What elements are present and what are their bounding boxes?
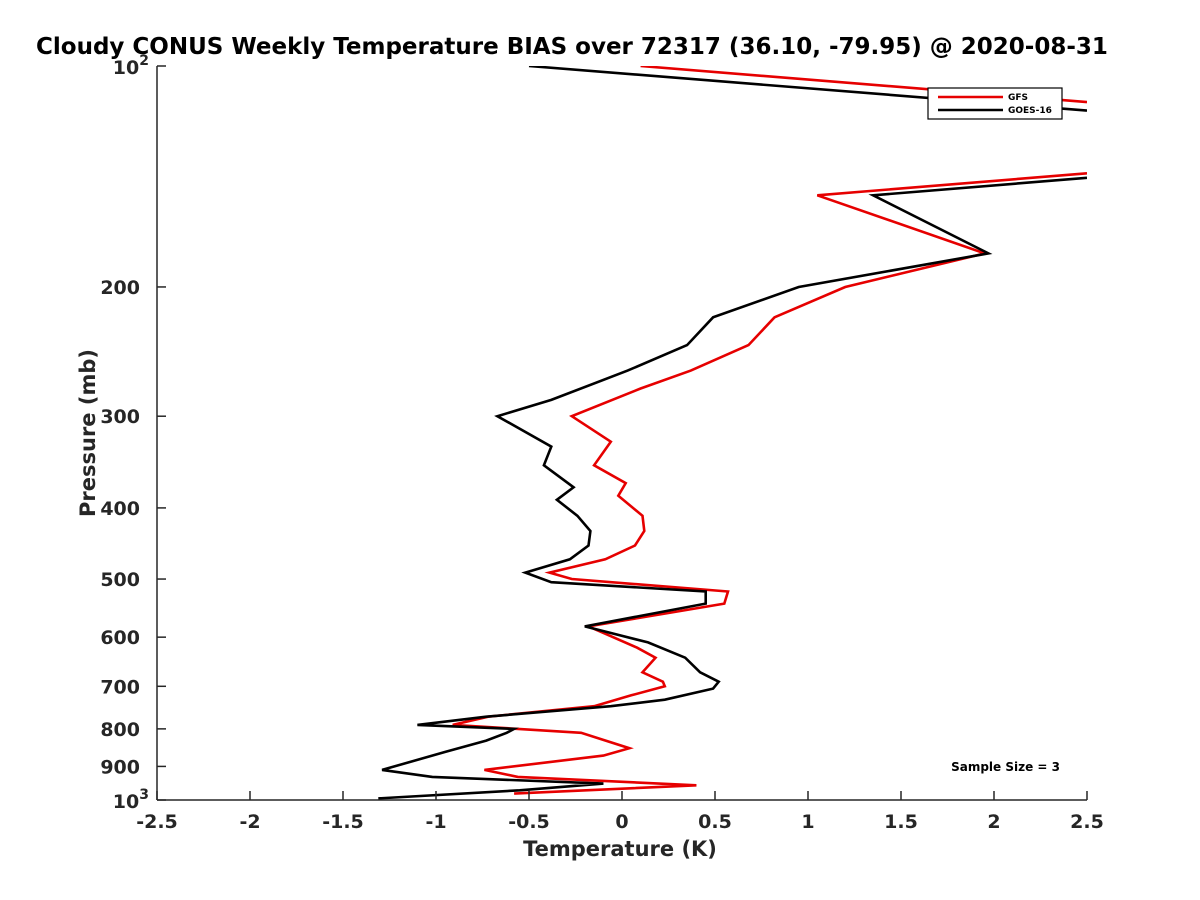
x-axis-label: Temperature (K) (523, 837, 717, 861)
axes-layer: -2.5 -2 -1.5 -1 -0.5 0 0.5 1 1.5 2 2.5 102 200 300 400… (100, 53, 1104, 833)
x-tick-label: 0 (615, 811, 628, 833)
y-axis-label: Pressure (mb) (76, 349, 100, 517)
legend: GFS GOES-16 (927, 87, 1063, 120)
y-tick-label: 300 (100, 406, 140, 428)
y-tick-label: 102 (113, 53, 149, 79)
x-tick-label: -0.5 (508, 811, 550, 833)
data-layer (378, 66, 1087, 800)
y-tick-label: 500 (100, 569, 140, 591)
x-tick-label: 1.5 (884, 811, 918, 833)
series-line-1 (452, 66, 1087, 795)
x-tick-label: 1 (801, 811, 814, 833)
y-tick-label: 800 (100, 719, 140, 741)
y-tick-label: 700 (100, 676, 140, 698)
x-tick-label: 2 (987, 811, 1000, 833)
y-tick-label: 900 (100, 756, 140, 778)
legend-box (927, 87, 1063, 120)
sample-size-note: Sample Size = 3 (951, 760, 1060, 774)
chart-title: Cloudy CONUS Weekly Temperature BIAS ove… (36, 34, 1108, 60)
y-tick-label: 400 (100, 498, 140, 520)
y-tick-label: 600 (100, 627, 140, 649)
y-tick-label: 200 (100, 277, 140, 299)
legend-label-2: GOES-16 (1008, 106, 1052, 116)
x-tick-label: -2 (239, 811, 260, 833)
x-tick-label: -2.5 (136, 811, 178, 833)
x-tick-label: 0.5 (698, 811, 732, 833)
x-tick-label: 2.5 (1070, 811, 1104, 833)
legend-label-1: GFS (1008, 93, 1028, 103)
series-line-2 (378, 66, 1087, 800)
x-tick-label: -1 (425, 811, 446, 833)
x-tick-label: -1.5 (322, 811, 364, 833)
y-tick-label: 103 (113, 787, 149, 813)
